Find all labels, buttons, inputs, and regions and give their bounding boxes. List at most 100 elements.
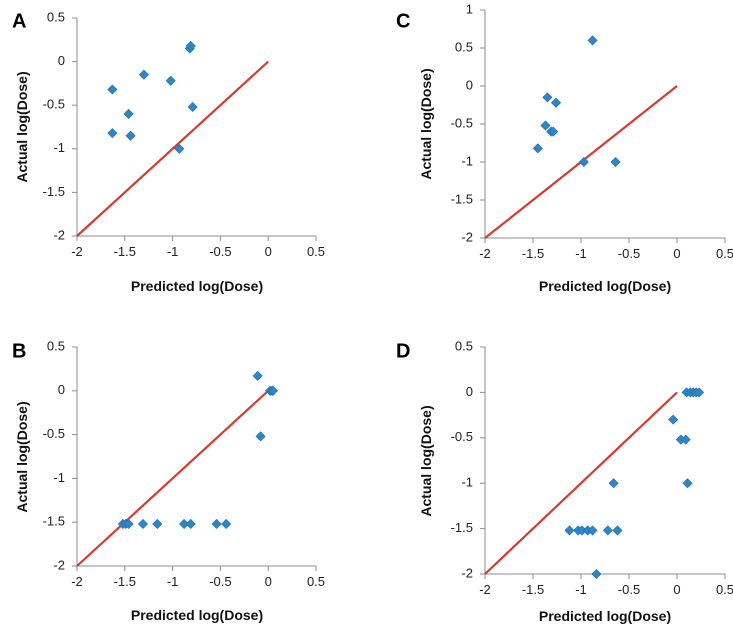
data-point [152, 518, 163, 529]
y-axis-title: Actual log(Dose) [418, 68, 434, 179]
x-axis-title: Predicted log(Dose) [539, 278, 671, 294]
data-point [591, 568, 602, 580]
y-tick-label: 0 [466, 77, 473, 92]
data-point [587, 35, 598, 46]
y-tick-label: -1.5 [43, 184, 65, 199]
data-point [185, 518, 196, 529]
data-point [138, 69, 149, 80]
y-tick-label: 0.5 [47, 9, 65, 24]
x-tick-label: -2 [479, 246, 491, 261]
data-point [668, 414, 679, 425]
x-tick-label: -1 [167, 574, 179, 589]
data-point [185, 40, 196, 51]
y-tick-label: -1 [461, 475, 473, 490]
panel-a: A -2 -1.5 -1 -0.5 0 0.5 0.5 0 -0.5 -1 -1.5 -2 Predict… [12, 9, 325, 294]
data-point [267, 385, 279, 396]
x-axis-title: Predicted log(Dose) [131, 607, 263, 623]
data-point [542, 92, 553, 103]
x-tick-label: -1.5 [522, 246, 544, 261]
y-tick-label: -0.5 [43, 97, 65, 112]
data-point [123, 108, 134, 119]
x-axis-title: Predicted log(Dose) [131, 278, 263, 294]
data-point [174, 143, 185, 154]
x-tick-label: 0.5 [307, 244, 325, 259]
x-tick-label: -1.5 [114, 244, 136, 259]
y-tick-label: -1.5 [451, 520, 473, 535]
y-axis-title: Actual log(Dose) [14, 71, 30, 182]
data-point [125, 130, 136, 141]
data-point [252, 370, 263, 381]
y-tick-label: -1 [53, 470, 65, 485]
y-tick-label: -0.5 [451, 115, 473, 130]
x-tick-label: -1 [575, 582, 587, 597]
y-tick-label: -1 [461, 153, 473, 168]
y-tick-label: 1 [466, 1, 473, 16]
x-tick-label: -0.5 [618, 246, 640, 261]
y-tick-label: 0 [466, 384, 473, 399]
data-point [255, 431, 266, 442]
data-point [137, 518, 148, 529]
data-point [532, 143, 543, 154]
data-point [610, 156, 621, 168]
y-axis-title: Actual log(Dose) [418, 405, 434, 516]
y-tick-label: -2 [53, 557, 65, 572]
data-point [221, 518, 232, 529]
data-point [540, 120, 551, 131]
y-axis-title: Actual log(Dose) [14, 401, 30, 512]
panel-letter: C [396, 10, 410, 32]
x-tick-label: 0 [673, 246, 680, 261]
x-tick-label: -2 [71, 574, 83, 589]
x-tick-label: -1.5 [114, 574, 136, 589]
y-tick-label: -2 [461, 229, 473, 244]
x-tick-label: 0.5 [716, 582, 733, 597]
x-tick-label: -0.5 [209, 574, 231, 589]
x-tick-label: 0 [265, 244, 272, 259]
data-point [612, 525, 623, 536]
data-point [680, 434, 691, 445]
panel-letter: B [12, 340, 26, 362]
data-point [107, 84, 118, 95]
x-tick-label: 0.5 [307, 574, 325, 589]
x-tick-label: -1.5 [522, 582, 544, 597]
y-tick-label: -0.5 [43, 426, 65, 441]
data-point [694, 387, 705, 398]
panel-letter: A [12, 10, 26, 32]
y-tick-label: -2 [53, 227, 65, 242]
y-tick-label: 0.5 [455, 338, 473, 353]
x-tick-label: 0 [265, 574, 272, 589]
y-tick-label: -1.5 [43, 514, 65, 529]
y-tick-label: -2 [461, 565, 473, 580]
reference-line [484, 391, 678, 575]
x-tick-label: -0.5 [618, 582, 640, 597]
x-tick-label: -2 [479, 582, 491, 597]
y-tick-label: 0 [58, 53, 65, 68]
data-point [165, 75, 176, 86]
data-point [587, 525, 598, 536]
data-point [682, 478, 693, 489]
data-point [551, 97, 562, 108]
x-tick-label: -1 [575, 246, 587, 261]
data-point [107, 128, 118, 139]
panel-letter: D [396, 340, 410, 362]
panel-b: B -2 -1.5 -1 -0.5 0 0.5 0.5 0 -0.5 -1 -1.5 -2 Predict… [12, 338, 325, 623]
panel-d: D -2 -1.5 -1 -0.5 0 0.5 0.5 0 -0.5 -1 -1.5 -2 Predict… [396, 338, 733, 624]
data-point [187, 101, 198, 112]
data-point [123, 518, 134, 529]
x-tick-label: 0.5 [716, 246, 733, 261]
data-point [578, 156, 589, 168]
y-tick-label: -1.5 [451, 191, 473, 206]
x-tick-label: -1 [167, 244, 179, 259]
x-tick-label: -0.5 [209, 244, 231, 259]
x-tick-label: 0 [673, 582, 680, 597]
data-point [564, 525, 575, 536]
y-tick-label: -0.5 [451, 429, 473, 444]
x-axis-title: Predicted log(Dose) [539, 608, 671, 624]
y-tick-label: 0.5 [47, 338, 65, 353]
data-point [548, 126, 559, 137]
reference-line [76, 60, 269, 237]
data-point [602, 525, 613, 536]
data-point [608, 478, 619, 489]
panel-c: C -2 -1.5 -1 -0.5 0 0.5 1 0.5 0 -0.5 -1 -1.5 -2 Predic… [396, 1, 733, 294]
y-tick-label: -1 [53, 140, 65, 155]
